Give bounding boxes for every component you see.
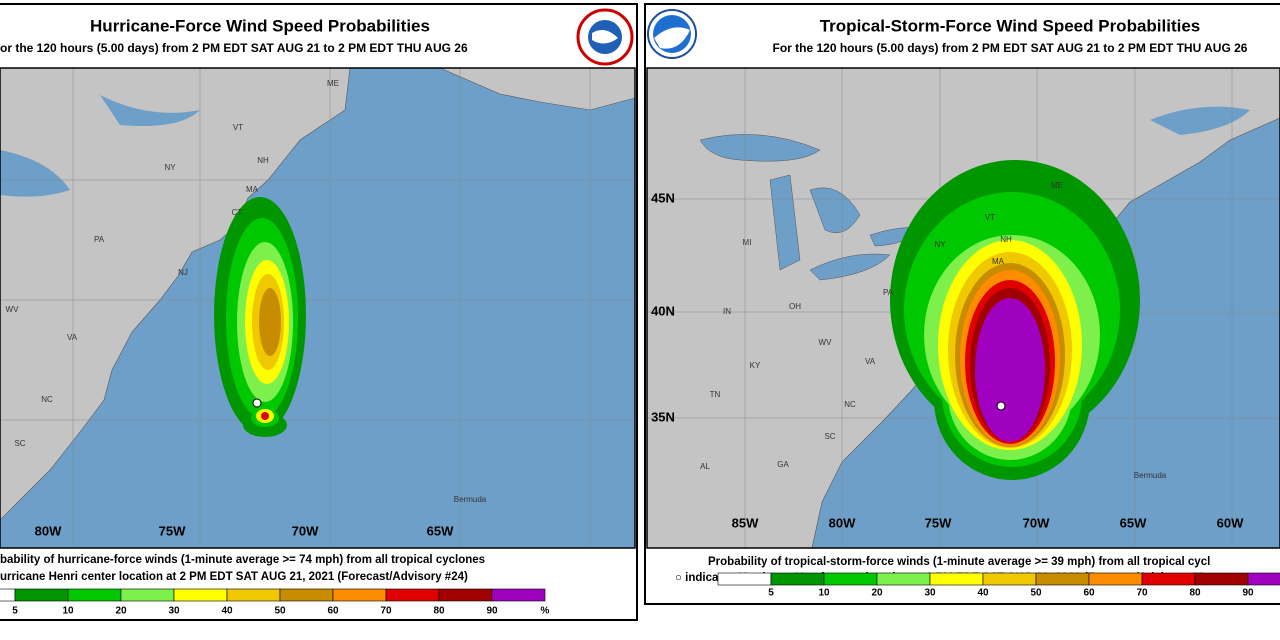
map [647, 68, 1280, 548]
place-label: TN [710, 390, 721, 399]
place-label: SC [824, 432, 835, 441]
place-label: NH [1000, 235, 1012, 244]
legend-label: 70 [1136, 588, 1148, 599]
legend-label: 50 [1030, 588, 1042, 599]
legend-label: 80 [1189, 588, 1201, 599]
legend-swatch [1088, 572, 1143, 586]
legend-swatch [385, 588, 440, 602]
grid-label: 70W [1023, 515, 1050, 530]
grid-label: 60W [1217, 515, 1244, 530]
legend-label: 90 [486, 606, 498, 617]
legend-swatch [67, 588, 122, 602]
place-label: PA [883, 288, 894, 297]
panel-title: Tropical-Storm-Force Wind Speed Probabil… [820, 16, 1201, 35]
place-label: NC [844, 400, 856, 409]
grid-label: 40N [651, 303, 675, 318]
legend-label: 90 [1242, 588, 1254, 599]
grid-label: 35N [651, 409, 675, 424]
legend-swatch [770, 572, 825, 586]
nws-logo [576, 8, 634, 66]
legend-swatch [120, 588, 175, 602]
grid-label: 80W [35, 523, 62, 538]
place-label: AL [700, 462, 710, 471]
legend-label: 5 [12, 606, 18, 617]
legend-swatch [1035, 572, 1090, 586]
legend-swatch [173, 588, 228, 602]
map [0, 68, 635, 548]
legend-label: 10 [62, 606, 74, 617]
place-label: VA [865, 357, 876, 366]
legend-swatch [279, 588, 334, 602]
legend-swatch [491, 588, 546, 602]
footer-text: bability of hurricane-force winds (1-min… [0, 554, 485, 566]
legend-swatch [929, 572, 984, 586]
legend-label: 60 [327, 606, 339, 617]
place-label: NY [164, 163, 176, 172]
place-label: GA [777, 460, 789, 469]
legend-label: 30 [168, 606, 180, 617]
place-label: PA [94, 235, 105, 244]
legend-label: 60 [1083, 588, 1095, 599]
legend-swatch [332, 588, 387, 602]
legend-swatch [1141, 572, 1196, 586]
noaa-logo [647, 9, 697, 59]
place-label: CT [232, 208, 243, 217]
legend-swatch [876, 572, 931, 586]
place-label: WV [6, 305, 20, 314]
legend-label: 30 [924, 588, 936, 599]
legend-swatch [717, 572, 772, 586]
legend-swatch [226, 588, 281, 602]
legend-swatch [438, 588, 493, 602]
legend-swatch [982, 572, 1037, 586]
grid-label: 75W [925, 515, 952, 530]
legend-label: 70 [380, 606, 392, 617]
footer-text: Probability of tropical-storm-force wind… [708, 556, 1210, 568]
legend-label: 80 [433, 606, 445, 617]
legend-swatch [1247, 572, 1280, 586]
grid-label: 85W [732, 515, 759, 530]
place-label: NC [41, 395, 53, 404]
place-label: VT [985, 213, 995, 222]
legend-swatch [0, 588, 16, 602]
panel-title: Hurricane-Force Wind Speed Probabilities [90, 16, 430, 35]
place-label: VA [67, 333, 78, 342]
place-label: VT [233, 123, 243, 132]
legend-swatch [1194, 572, 1249, 586]
legend-label: 40 [221, 606, 233, 617]
place-label: Bermuda [1134, 471, 1167, 480]
place-label: MA [246, 185, 259, 194]
panel-subtitle: For the 120 hours (5.00 days) from 2 PM … [773, 41, 1248, 55]
place-label: ME [1051, 181, 1063, 190]
place-label: Bermuda [454, 495, 487, 504]
place-label: MA [992, 257, 1005, 266]
grid-label: 70W [292, 523, 319, 538]
legend-label: 10 [818, 588, 830, 599]
legend-swatch [823, 572, 878, 586]
footer-text: urricane Henri center location at 2 PM E… [0, 571, 468, 583]
grid-label: 65W [427, 523, 454, 538]
place-label: OH [789, 302, 801, 311]
grid-label: 80W [829, 515, 856, 530]
grid-label: 65W [1120, 515, 1147, 530]
place-label: ME [327, 79, 339, 88]
legend-label: 5 [768, 588, 774, 599]
place-label: NJ [178, 268, 188, 277]
place-label: IN [723, 307, 731, 316]
place-label: SC [14, 439, 25, 448]
legend-label: 50 [274, 606, 286, 617]
grid-label: 45N [651, 190, 675, 205]
legend-label: % [541, 606, 550, 617]
place-label: KY [750, 361, 761, 370]
place-label: WV [819, 338, 833, 347]
legend-label: 40 [977, 588, 989, 599]
panel-subtitle: or the 120 hours (5.00 days) from 2 PM E… [0, 41, 468, 55]
place-label: NH [257, 156, 269, 165]
legend-label: 20 [871, 588, 883, 599]
legend-label: 20 [115, 606, 127, 617]
legend-swatch [14, 588, 69, 602]
place-label: NY [934, 240, 946, 249]
grid-label: 75W [159, 523, 186, 538]
place-label: MI [743, 238, 752, 247]
